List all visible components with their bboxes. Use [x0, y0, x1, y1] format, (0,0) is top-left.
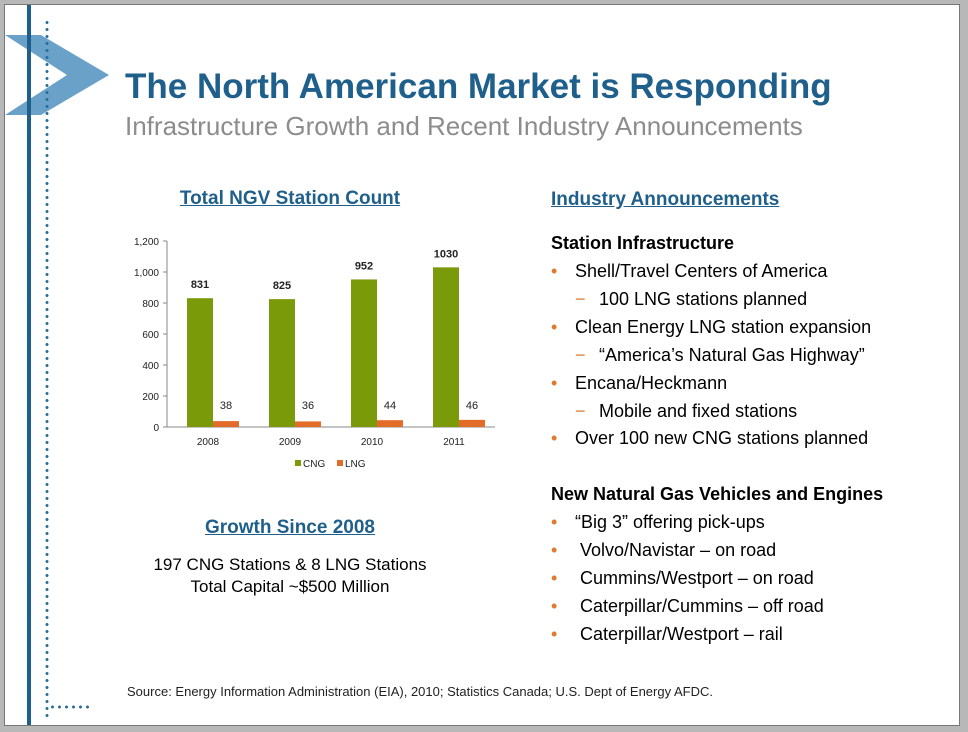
dotted-line-decoration	[45, 19, 49, 719]
bullet-icon: •	[551, 512, 558, 532]
data-label-cng: 1030	[434, 248, 458, 260]
slide: The North American Market is Responding …	[4, 4, 960, 726]
x-tick-label: 2010	[361, 437, 384, 448]
legend-label-lng: LNG	[345, 459, 366, 470]
y-tick-label: 1,000	[134, 268, 159, 279]
bar-cng	[433, 267, 459, 427]
y-tick-label: 200	[142, 392, 159, 403]
bar-lng	[377, 420, 403, 427]
data-label-lng: 38	[220, 400, 232, 412]
data-label-lng: 44	[384, 400, 396, 412]
data-label-lng: 46	[466, 400, 478, 412]
list-item: • Volvo/Navistar – on road	[551, 540, 777, 560]
x-tick-label: 2009	[279, 437, 302, 448]
legend-label-cng: CNG	[303, 459, 325, 470]
list-item: • Caterpillar/Cummins – off road	[551, 596, 824, 616]
y-tick-label: 800	[142, 299, 159, 310]
bar-cng	[351, 279, 377, 427]
announcements-title: Industry Announcements	[551, 189, 780, 210]
dash-icon: −	[575, 345, 586, 365]
x-tick-label: 2008	[197, 437, 220, 448]
growth-line-2: Total Capital ~$500 Million	[190, 577, 390, 596]
y-tick-label: 0	[153, 423, 159, 434]
bullet-icon: •	[551, 261, 558, 281]
bullet-icon: •	[551, 317, 558, 337]
growth-line-1: 197 CNG Stations & 8 LNG Stations	[153, 555, 427, 574]
bullet-icon: •	[551, 568, 558, 588]
list-item: • Cummins/Westport – on road	[551, 568, 814, 588]
bullet-icon: •	[551, 428, 558, 448]
list-subitem: − Mobile and fixed stations	[575, 401, 798, 421]
data-label-cng: 952	[355, 260, 373, 272]
list-subitem: − “America’s Natural Gas Highway”	[575, 345, 865, 365]
bar-cng	[187, 298, 213, 427]
list-item: • “Big 3” offering pick-ups	[551, 512, 765, 532]
source-note: Source: Energy Information Administratio…	[127, 684, 713, 699]
vertical-accent-bar	[27, 5, 31, 725]
slide-subtitle: Infrastructure Growth and Recent Industr…	[125, 111, 803, 141]
bar-lng	[213, 421, 239, 427]
dash-icon: −	[575, 289, 586, 309]
legend-swatch-cng	[295, 460, 301, 466]
list-item: • Clean Energy LNG station expansion	[551, 317, 872, 337]
y-tick-label: 600	[142, 330, 159, 341]
bar-lng	[295, 421, 321, 427]
chevron-logo-icon	[5, 35, 109, 115]
bar-cng	[269, 299, 295, 427]
y-tick-label: 400	[142, 361, 159, 372]
list-item: • Shell/Travel Centers of America	[551, 261, 828, 281]
x-tick-label: 2011	[443, 437, 465, 448]
list-subitem: −100 LNG stations planned	[575, 289, 808, 309]
slide-title: The North American Market is Responding	[125, 67, 832, 106]
station-count-chart: 0 200 400 600 800 1,000 1,200 2008 831 38 2009 825 3…	[134, 237, 495, 470]
bullet-icon: •	[551, 540, 558, 560]
list-item: • Caterpillar/Westport – rail	[551, 624, 783, 644]
list-item: • Over 100 new CNG stations planned	[551, 428, 869, 448]
growth-title: Growth Since 2008	[204, 517, 375, 538]
data-label-cng: 831	[191, 279, 209, 291]
dash-icon: −	[575, 401, 586, 421]
bullet-icon: •	[551, 596, 558, 616]
bullet-icon: •	[551, 624, 558, 644]
data-label-cng: 825	[273, 280, 291, 292]
station-infrastructure-header: Station Infrastructure	[551, 233, 735, 253]
data-label-lng: 36	[302, 400, 314, 412]
list-item: • Encana/Heckmann	[551, 373, 728, 393]
chart-title: Total NGV Station Count	[179, 188, 401, 209]
bullet-icon: •	[551, 373, 558, 393]
y-tick-label: 1,200	[134, 237, 159, 248]
dotted-line-decoration-bottom	[49, 705, 89, 725]
bar-lng	[459, 419, 485, 427]
vehicles-engines-header: New Natural Gas Vehicles and Engines	[551, 484, 884, 504]
legend-swatch-lng	[337, 460, 343, 466]
